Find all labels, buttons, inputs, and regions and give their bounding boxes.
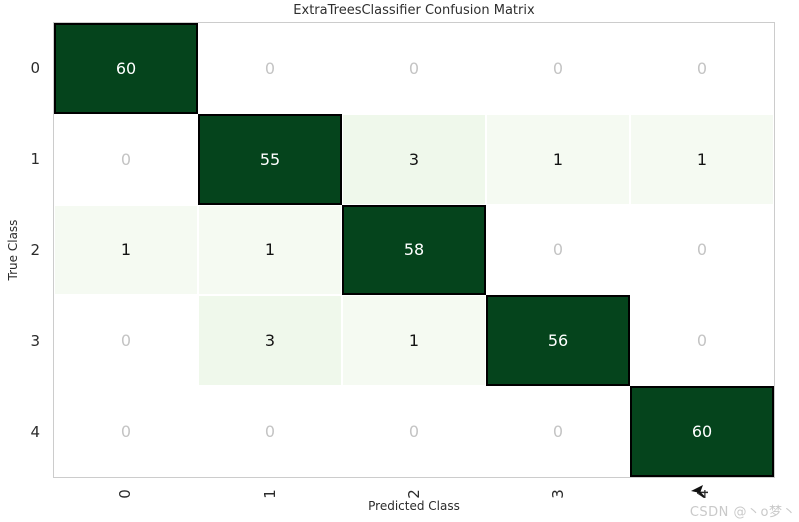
y-tick-2: 2 (30, 241, 40, 259)
matrix-cell-0-2: 0 (342, 23, 486, 114)
matrix-cell-2-0: 1 (54, 204, 198, 296)
mouse-cursor-icon (690, 485, 706, 500)
matrix-cell-4-3: 0 (486, 386, 630, 477)
matrix-cell-2-3: 0 (486, 204, 630, 296)
matrix-cell-2-1: 1 (198, 204, 342, 296)
watermark: CSDN @丶o梦丶 (689, 505, 796, 520)
matrix-cell-4-2: 0 (342, 386, 486, 477)
matrix-cell-0-1: 0 (198, 23, 342, 114)
matrix-cell-3-3: 56 (486, 295, 630, 387)
matrix-cell-4-1: 0 (198, 386, 342, 477)
matrix-cell-4-0: 0 (54, 386, 198, 477)
plot-area: 60 0 0 0 0 0 55 3 1 1 1 1 58 0 0 0 3 1 56 0 0 0 0 0 60 (53, 22, 775, 478)
matrix-cell-0-4: 0 (630, 23, 774, 114)
matrix-cell-2-2: 58 (342, 204, 486, 296)
x-tick-3: 3 (549, 489, 568, 499)
confusion-matrix-grid: 60 0 0 0 0 0 55 3 1 1 1 1 58 0 0 0 3 1 56 0 0 0 0 0 60 (54, 23, 774, 477)
matrix-cell-0-0: 60 (54, 23, 198, 114)
matrix-cell-4-4: 60 (630, 386, 774, 477)
matrix-cell-3-1: 3 (198, 295, 342, 387)
y-tick-3: 3 (30, 332, 40, 351)
matrix-cell-3-2: 1 (342, 295, 486, 387)
matrix-cell-3-4: 0 (630, 295, 774, 387)
matrix-cell-1-0: 0 (54, 113, 198, 205)
matrix-cell-3-0: 0 (54, 295, 198, 387)
y-axis-ticks: 0 1 2 3 4 (0, 22, 46, 478)
matrix-cell-1-2: 3 (342, 113, 486, 205)
matrix-cell-1-4: 1 (630, 113, 774, 205)
matrix-cell-1-1: 55 (198, 113, 342, 205)
y-tick-0: 0 (30, 58, 40, 77)
y-tick-4: 4 (30, 423, 40, 442)
y-tick-1: 1 (30, 149, 40, 168)
x-tick-1: 1 (260, 489, 279, 499)
x-tick-0: 0 (116, 489, 135, 499)
matrix-cell-2-4: 0 (630, 204, 774, 296)
chart-title: ExtraTreesClassifier Confusion Matrix (293, 3, 535, 18)
x-tick-2: 2 (405, 489, 423, 499)
x-axis-label: Predicted Class (368, 499, 460, 513)
matrix-cell-0-3: 0 (486, 23, 630, 114)
matrix-cell-1-3: 1 (486, 113, 630, 205)
